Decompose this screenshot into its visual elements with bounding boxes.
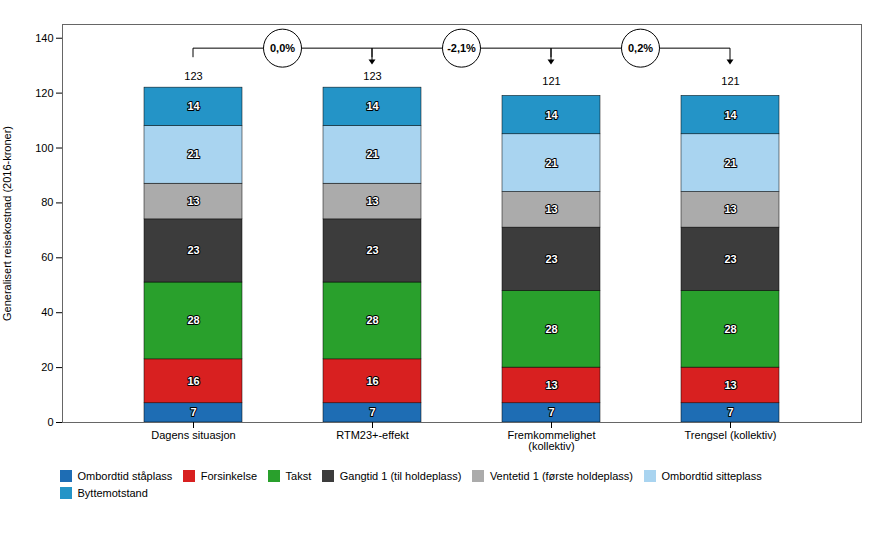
svg-text:-2,1%: -2,1%: [447, 42, 476, 54]
svg-text:13: 13: [366, 195, 378, 207]
svg-text:140: 140: [35, 32, 53, 44]
svg-text:100: 100: [35, 142, 53, 154]
svg-text:21: 21: [545, 157, 557, 169]
svg-text:23: 23: [724, 253, 736, 265]
svg-text:13: 13: [724, 379, 736, 391]
html-text:Takst: Takst: [285, 470, 312, 483]
svg-text:121: 121: [721, 75, 739, 87]
html-text:Ombordtid sitteplass: Ombordtid sitteplass: [661, 470, 762, 483]
svg-text:21: 21: [724, 157, 736, 169]
svg-text:40: 40: [41, 306, 53, 318]
svg-text:14: 14: [366, 100, 379, 112]
svg-text:Dagens situasjon: Dagens situasjon: [151, 429, 235, 441]
svg-text:23: 23: [545, 253, 557, 265]
svg-text:0: 0: [47, 416, 53, 428]
svg-text:121: 121: [542, 75, 560, 87]
svg-text:13: 13: [545, 203, 557, 215]
svg-text:13: 13: [724, 203, 736, 215]
svg-text:13: 13: [545, 379, 557, 391]
svg-text:28: 28: [545, 323, 557, 335]
svg-text:123: 123: [184, 70, 202, 82]
svg-text:80: 80: [41, 196, 53, 208]
svg-text:7: 7: [190, 406, 196, 418]
svg-text:28: 28: [187, 314, 199, 326]
svg-text:0,2%: 0,2%: [628, 42, 653, 54]
html-text:Forsinkelse: Forsinkelse: [200, 470, 257, 483]
html-text:Byttemotstand: Byttemotstand: [77, 486, 148, 499]
svg-text:7: 7: [548, 406, 554, 418]
svg-text:7: 7: [369, 406, 375, 418]
svg-text:0,0%: 0,0%: [270, 42, 295, 54]
svg-text:Trengsel (kollektiv): Trengsel (kollektiv): [685, 429, 777, 441]
svg-text:7: 7: [727, 406, 733, 418]
svg-text:14: 14: [545, 109, 558, 121]
svg-text:21: 21: [366, 148, 378, 160]
svg-text:21: 21: [187, 148, 199, 160]
svg-text:28: 28: [366, 314, 378, 326]
svg-text:28: 28: [724, 323, 736, 335]
html-text:Gangtid 1 (til holdeplass): Gangtid 1 (til holdeplass): [339, 470, 462, 483]
svg-text:60: 60: [41, 251, 53, 263]
svg-text:13: 13: [187, 195, 199, 207]
svg-text:Fremkommelighet(kollektiv): Fremkommelighet(kollektiv): [507, 429, 595, 452]
svg-text:123: 123: [363, 70, 381, 82]
svg-text:Generalisert reisekostnad (201: Generalisert reisekostnad (2016-kroner): [1, 126, 13, 321]
svg-text:RTM23+-effekt: RTM23+-effekt: [336, 429, 409, 441]
svg-text:16: 16: [187, 375, 199, 387]
svg-text:16: 16: [366, 375, 378, 387]
svg-text:14: 14: [187, 100, 200, 112]
svg-text:120: 120: [35, 87, 53, 99]
svg-text:23: 23: [366, 244, 378, 256]
svg-text:20: 20: [41, 361, 53, 373]
svg-text:14: 14: [724, 109, 737, 121]
html-text:Ventetid 1 (første holdeplass): Ventetid 1 (første holdeplass): [489, 470, 633, 483]
html-text:Ombordtid ståplass: Ombordtid ståplass: [77, 470, 173, 483]
svg-text:23: 23: [187, 244, 199, 256]
